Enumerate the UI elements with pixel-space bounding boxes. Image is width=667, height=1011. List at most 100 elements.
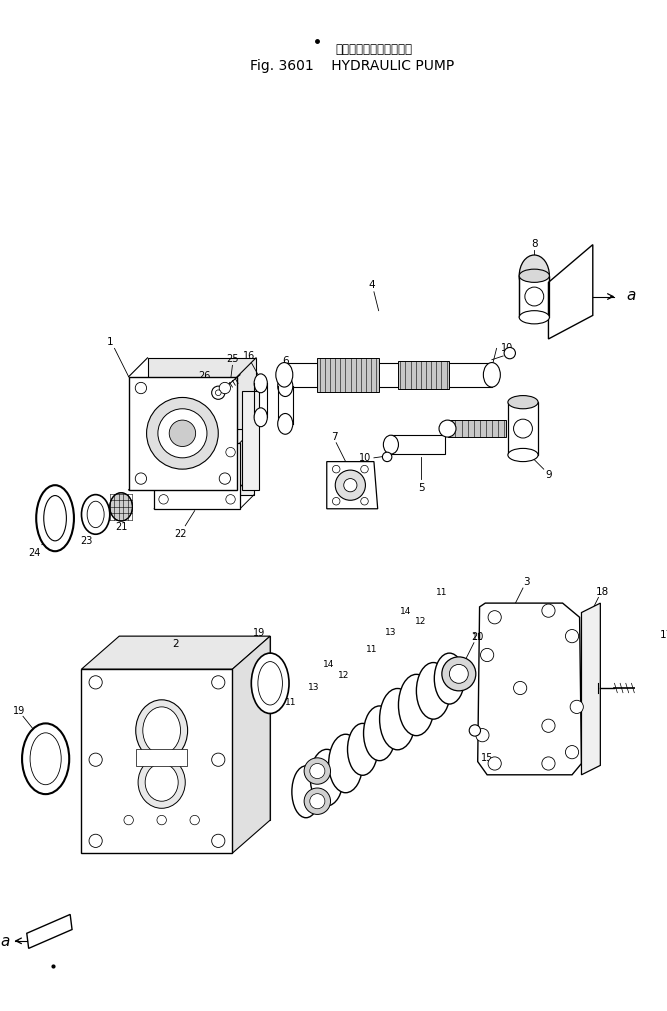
Circle shape — [135, 473, 147, 484]
Text: 11: 11 — [472, 632, 484, 641]
Ellipse shape — [519, 311, 550, 325]
Polygon shape — [154, 443, 240, 510]
Text: 18: 18 — [596, 586, 609, 596]
Ellipse shape — [30, 733, 61, 785]
Text: 8: 8 — [531, 239, 538, 249]
Circle shape — [570, 701, 584, 714]
Ellipse shape — [277, 415, 293, 435]
Polygon shape — [168, 429, 254, 495]
Polygon shape — [81, 669, 232, 853]
Polygon shape — [317, 359, 379, 392]
Ellipse shape — [439, 421, 456, 438]
Text: 25: 25 — [226, 354, 239, 364]
Ellipse shape — [348, 724, 378, 775]
Text: 11: 11 — [285, 697, 297, 706]
Circle shape — [469, 725, 480, 736]
Circle shape — [332, 498, 340, 506]
Text: 2: 2 — [173, 638, 179, 648]
Ellipse shape — [251, 653, 289, 714]
Text: 20: 20 — [472, 632, 484, 642]
Polygon shape — [81, 637, 270, 669]
Ellipse shape — [258, 662, 282, 706]
Polygon shape — [398, 361, 450, 389]
Text: 17: 17 — [660, 630, 667, 640]
Circle shape — [309, 763, 325, 778]
Circle shape — [309, 794, 325, 809]
Polygon shape — [27, 915, 72, 948]
Circle shape — [480, 649, 494, 662]
Polygon shape — [232, 637, 270, 853]
Text: 6: 6 — [282, 356, 289, 365]
Ellipse shape — [44, 496, 67, 541]
Text: 24: 24 — [28, 548, 41, 558]
Circle shape — [135, 383, 147, 394]
Ellipse shape — [519, 270, 550, 283]
Circle shape — [211, 753, 225, 766]
Text: 4: 4 — [369, 280, 376, 290]
Circle shape — [89, 834, 102, 847]
Circle shape — [361, 498, 368, 506]
Circle shape — [190, 816, 199, 825]
Ellipse shape — [329, 735, 363, 793]
Circle shape — [304, 758, 331, 785]
Ellipse shape — [380, 688, 416, 750]
Ellipse shape — [254, 408, 267, 428]
Circle shape — [219, 473, 231, 484]
Ellipse shape — [254, 374, 267, 393]
Ellipse shape — [384, 436, 398, 455]
Ellipse shape — [145, 763, 178, 802]
Circle shape — [211, 387, 225, 400]
Circle shape — [159, 448, 168, 457]
Circle shape — [219, 383, 231, 394]
Ellipse shape — [364, 707, 396, 761]
Polygon shape — [391, 436, 445, 455]
Circle shape — [304, 789, 331, 815]
Circle shape — [566, 630, 579, 643]
Text: 12: 12 — [416, 616, 427, 625]
Text: 23: 23 — [80, 536, 93, 545]
Ellipse shape — [484, 363, 500, 387]
Text: 21: 21 — [115, 522, 127, 531]
Polygon shape — [242, 391, 259, 490]
Circle shape — [211, 834, 225, 847]
Circle shape — [226, 495, 235, 504]
Polygon shape — [136, 749, 187, 766]
Text: 1: 1 — [107, 337, 113, 347]
Text: 9: 9 — [545, 469, 552, 479]
Circle shape — [89, 753, 102, 766]
Circle shape — [542, 605, 555, 618]
Circle shape — [147, 398, 218, 470]
Text: 7: 7 — [331, 432, 338, 442]
Polygon shape — [448, 421, 506, 438]
Ellipse shape — [81, 495, 110, 535]
Circle shape — [361, 466, 368, 473]
Ellipse shape — [508, 396, 538, 409]
Circle shape — [525, 288, 544, 306]
Ellipse shape — [143, 707, 181, 754]
Text: 14: 14 — [400, 607, 412, 616]
Circle shape — [344, 479, 357, 492]
Polygon shape — [519, 276, 550, 317]
Text: 13: 13 — [385, 627, 397, 636]
Text: 13: 13 — [307, 682, 319, 691]
Ellipse shape — [292, 766, 320, 818]
Text: Fig. 3601    HYDRAULIC PUMP: Fig. 3601 HYDRAULIC PUMP — [250, 60, 454, 74]
Ellipse shape — [138, 756, 185, 809]
Circle shape — [226, 448, 235, 457]
Circle shape — [336, 471, 366, 500]
Polygon shape — [147, 359, 256, 471]
Text: 19: 19 — [13, 705, 25, 715]
Ellipse shape — [22, 724, 69, 795]
Circle shape — [514, 420, 532, 439]
Text: 15: 15 — [481, 752, 494, 762]
Text: 10: 10 — [360, 453, 372, 462]
Ellipse shape — [416, 663, 450, 720]
Circle shape — [442, 657, 476, 692]
Text: 3: 3 — [524, 577, 530, 586]
Text: 11: 11 — [366, 644, 378, 653]
Ellipse shape — [87, 501, 104, 528]
Polygon shape — [478, 604, 582, 775]
Ellipse shape — [36, 485, 74, 552]
Circle shape — [332, 466, 340, 473]
Ellipse shape — [310, 749, 344, 806]
